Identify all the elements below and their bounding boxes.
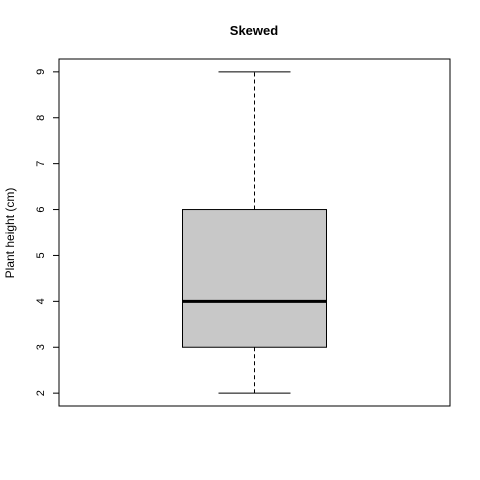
boxes (182, 71, 327, 394)
y-tick-label: 8 (35, 115, 47, 121)
box-group (182, 71, 327, 394)
y-axis-label: Plant height (cm) (3, 188, 17, 279)
y-tick-label: 6 (35, 206, 47, 212)
y-tick-label: 7 (35, 161, 47, 167)
y-tick-label: 3 (35, 344, 47, 350)
chart-title: Skewed (230, 23, 278, 38)
y-tick-label: 2 (35, 390, 47, 396)
y-tick-label: 9 (35, 69, 47, 75)
box-iqr (182, 209, 327, 348)
y-tick-label: 4 (35, 298, 47, 304)
y-tick-label: 5 (35, 252, 47, 258)
plot-frame (58, 58, 451, 407)
y-axis: 2 3 4 5 6 7 8 9 (35, 69, 59, 396)
